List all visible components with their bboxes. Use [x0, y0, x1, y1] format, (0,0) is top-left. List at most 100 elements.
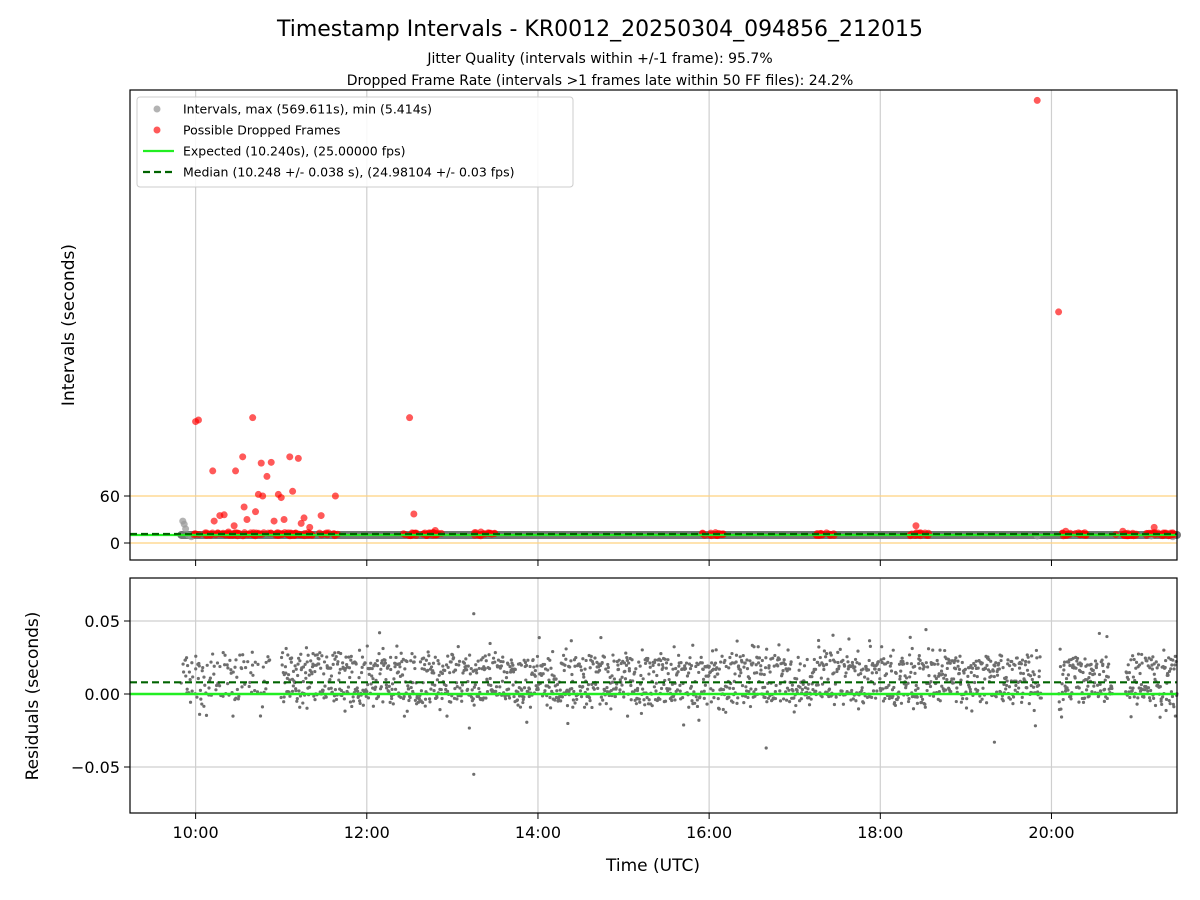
residual-point-548 [479, 658, 483, 662]
residual-point-1479 [904, 683, 908, 688]
residual-point-53 [218, 664, 222, 669]
residual-point-1801 [1068, 663, 1072, 668]
residual-point-866 [624, 663, 629, 667]
residual-point-390 [407, 698, 411, 703]
residual-point-147 [296, 662, 300, 666]
residual-point-1526 [926, 665, 930, 669]
residual-point-263 [349, 654, 353, 658]
residual-point-1445 [889, 654, 893, 658]
residual-point-1057 [711, 667, 716, 671]
residual-point-980 [677, 653, 681, 657]
residual-point-871 [627, 661, 631, 665]
residual-point-1186 [771, 656, 775, 660]
residual-point-899 [639, 711, 644, 716]
residual-point-262 [349, 658, 353, 662]
residual-point-1762 [1033, 724, 1038, 728]
residual-point-1539 [931, 694, 936, 698]
residual-point-1529 [927, 674, 931, 678]
residual-point-1224 [788, 700, 792, 704]
residual-point-29 [200, 702, 204, 706]
residual-point-119 [283, 665, 288, 669]
residual-point-1240 [795, 688, 799, 692]
residual-point-1067 [716, 697, 720, 701]
residual-point-1005 [688, 656, 692, 660]
residual-point-605 [505, 670, 509, 675]
residual-point-265 [350, 670, 354, 674]
residual-point-1500 [914, 688, 918, 692]
residual-point-1181 [768, 670, 772, 674]
residual-point-840 [612, 677, 617, 681]
residual-point-337 [383, 658, 387, 662]
residual-point-1396 [866, 668, 871, 672]
residual-point-1375 [856, 707, 861, 711]
residual-point-1090 [727, 666, 731, 670]
residual-point-1954 [1151, 655, 1155, 659]
residual-point-901 [640, 648, 644, 652]
residual-point-253 [345, 662, 349, 667]
residual-point-728 [561, 653, 566, 657]
dropped-point-5 [220, 511, 228, 519]
residual-point-939 [658, 697, 662, 701]
residual-point-230 [334, 655, 338, 659]
residual-point-524 [468, 672, 472, 676]
residual-reference-lines [130, 681, 1177, 696]
residual-point-1388 [863, 675, 867, 679]
residual-point-1525 [925, 688, 929, 693]
residual-point-811 [599, 695, 603, 699]
residual-point-731 [563, 663, 567, 667]
residual-point-712 [554, 677, 558, 681]
residual-point-163 [304, 671, 308, 675]
residual-point-1025 [697, 718, 701, 722]
residual-point-532 [472, 703, 476, 707]
residual-point-110 [279, 695, 283, 700]
residual-point-660 [530, 671, 534, 675]
residual-point-1967 [1156, 663, 1161, 667]
residual-point-495 [455, 697, 459, 701]
residual-point-1441 [887, 683, 891, 687]
residual-point-1011 [691, 643, 695, 647]
residual-point-52 [217, 684, 222, 688]
residual-point-1911 [1131, 686, 1135, 690]
residual-point-1382 [860, 688, 864, 693]
residual-point-1929 [1139, 683, 1144, 687]
residual-point-75 [235, 687, 239, 692]
residual-point-895 [638, 700, 642, 704]
residual-point-177 [310, 672, 314, 676]
residual-point-1885 [1106, 675, 1110, 679]
residual-point-1031 [699, 690, 704, 694]
residual-point-1428 [881, 687, 885, 691]
residual-point-1204 [778, 699, 783, 703]
residual-point-92 [250, 663, 255, 667]
residual-point-1016 [693, 701, 697, 705]
residual-point-267 [351, 695, 355, 699]
residual-point-1982 [1164, 658, 1168, 663]
residual-point-498 [456, 645, 460, 649]
residual-point-1676 [994, 695, 998, 699]
legend: Intervals, max (569.611s), min (5.414s) … [136, 96, 574, 188]
residual-point-1035 [701, 677, 706, 681]
dropped-point-35 [912, 522, 920, 530]
residual-point-109 [268, 658, 272, 662]
residual-point-1764 [1034, 648, 1039, 653]
residual-point-172 [307, 685, 312, 689]
residual-point-14 [188, 700, 193, 704]
residual-point-257 [346, 685, 351, 689]
residual-point-1772 [1038, 655, 1042, 659]
residual-point-1510 [918, 658, 922, 663]
residual-point-31 [201, 665, 205, 670]
residual-point-6 [184, 656, 189, 660]
residual-point-1931 [1140, 661, 1144, 665]
residual-point-240 [339, 651, 343, 656]
residual-point-844 [614, 686, 618, 690]
residual-point-1902 [1127, 690, 1131, 694]
residual-point-376 [400, 673, 405, 677]
residual-point-699 [548, 695, 552, 700]
residual-point-863 [623, 669, 627, 673]
residual-point-1522 [924, 627, 928, 632]
residual-point-894 [637, 697, 641, 701]
residual-point-1149 [754, 687, 758, 692]
residual-point-28 [199, 697, 203, 701]
residual-point-252 [344, 655, 348, 659]
residual-point-1523 [924, 661, 928, 665]
